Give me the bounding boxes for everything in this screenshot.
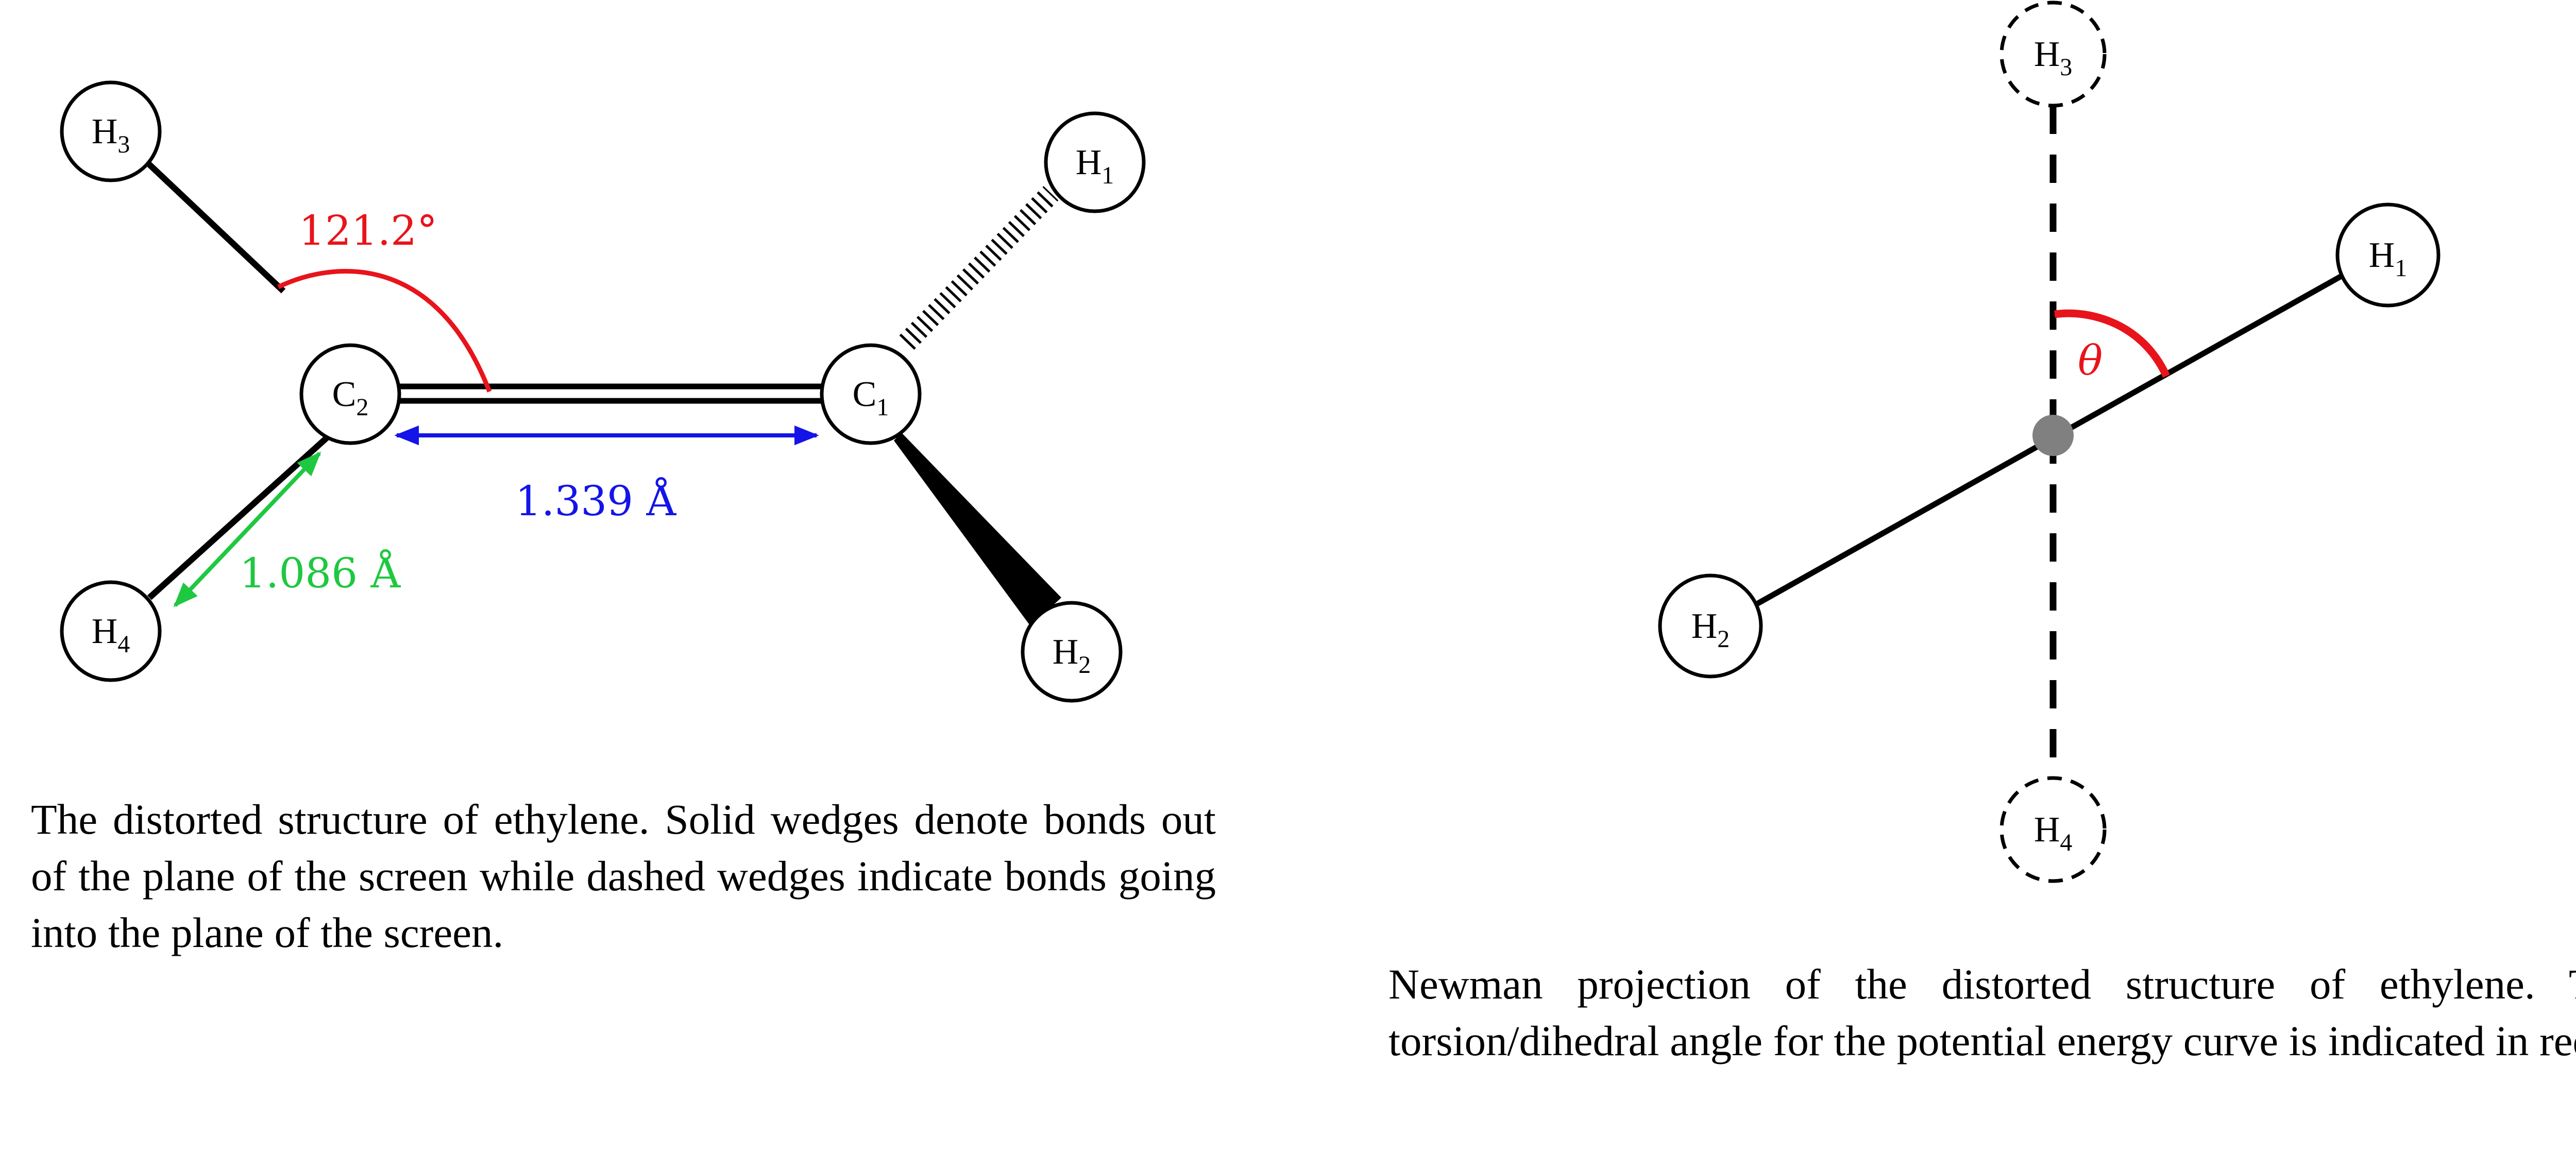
- atom-c1: C1: [820, 343, 922, 445]
- svg-text:H2: H2: [1691, 606, 1730, 653]
- newman-projection-caption: Newman projection of the distorted struc…: [1388, 960, 2576, 1064]
- angle-label: 121.2°: [299, 207, 437, 255]
- newman-atom-h1: H1: [2335, 202, 2441, 308]
- ch-length-arrow: [173, 451, 321, 607]
- atom-h2: H2: [1021, 601, 1123, 703]
- newman-projection-diagram: θ H3 H4 H1 H2: [1658, 1, 2441, 883]
- ch-length-label: 1.086 Å: [240, 549, 401, 597]
- dihedral-angle-label: θ: [2078, 336, 2103, 384]
- svg-text:H2: H2: [1053, 632, 1091, 679]
- dashed-wedge-bond-c1-h1: [899, 186, 1059, 350]
- atom-h1: H1: [1044, 111, 1146, 213]
- ethylene-structure-diagram: 121.2° 1.339 Å 1.086 Å C2 C1 H3 H4 H1: [60, 80, 1146, 703]
- svg-text:H1: H1: [2369, 235, 2408, 282]
- newman-atom-h3: H3: [1999, 1, 2107, 108]
- atom-h3: H3: [60, 80, 162, 182]
- newman-atom-h4: H4: [1999, 776, 2107, 883]
- center-atom-dot: [2032, 415, 2074, 456]
- svg-text:H1: H1: [1076, 143, 1114, 189]
- solid-wedge-bond-c1-h2: [894, 433, 1061, 626]
- cc-length-label: 1.339 Å: [515, 477, 676, 525]
- newman-atom-h2: H2: [1658, 573, 1763, 679]
- bond-h3-c2: [142, 157, 286, 294]
- atom-h4: H4: [60, 580, 162, 682]
- atom-c2: C2: [299, 343, 401, 445]
- svg-text:H4: H4: [2034, 810, 2073, 856]
- double-bond-c2-c1: [399, 383, 824, 404]
- angle-arc: [277, 268, 492, 393]
- svg-text:H3: H3: [92, 112, 130, 158]
- svg-text:H4: H4: [92, 612, 130, 658]
- svg-text:C1: C1: [853, 375, 889, 421]
- svg-text:H3: H3: [2034, 35, 2073, 81]
- svg-text:C2: C2: [332, 375, 369, 421]
- ethylene-structure-caption: The distorted structure of ethylene. Sol…: [31, 796, 1216, 956]
- dihedral-angle-arc: [2054, 309, 2170, 378]
